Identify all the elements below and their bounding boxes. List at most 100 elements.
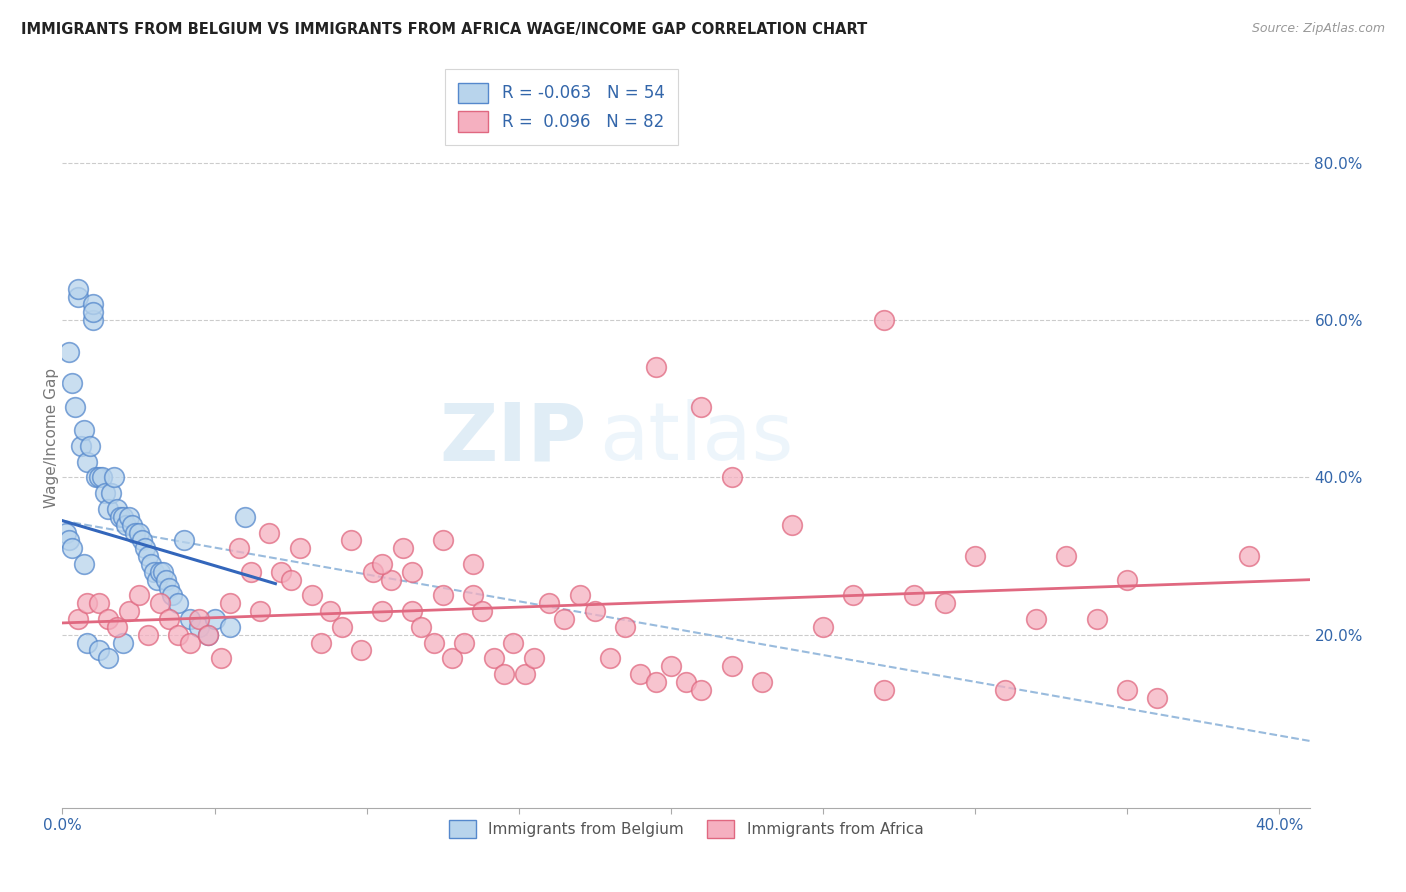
Point <box>782 517 804 532</box>
Point <box>1025 612 1047 626</box>
Point <box>690 682 713 697</box>
Point <box>58 533 80 548</box>
Point <box>91 470 114 484</box>
Point <box>288 541 311 556</box>
Point <box>188 612 211 626</box>
Point <box>69 439 91 453</box>
Point <box>142 565 165 579</box>
Point <box>118 509 141 524</box>
Point <box>128 589 150 603</box>
Point <box>811 620 834 634</box>
Text: atlas: atlas <box>599 399 793 477</box>
Point <box>484 651 506 665</box>
Point <box>280 573 302 587</box>
Point <box>644 674 666 689</box>
Point <box>690 400 713 414</box>
Point <box>628 667 651 681</box>
Point <box>319 604 342 618</box>
Point <box>644 360 666 375</box>
Point <box>523 651 546 665</box>
Point <box>432 589 454 603</box>
Point <box>112 635 135 649</box>
Point <box>538 596 561 610</box>
Y-axis label: Wage/Income Gap: Wage/Income Gap <box>44 368 59 508</box>
Point <box>963 549 986 563</box>
Point <box>124 525 146 540</box>
Point <box>73 557 96 571</box>
Point <box>330 620 353 634</box>
Point <box>82 313 104 327</box>
Point <box>568 589 591 603</box>
Point <box>97 612 120 626</box>
Point <box>204 612 226 626</box>
Point <box>179 612 201 626</box>
Point <box>152 565 174 579</box>
Point <box>136 628 159 642</box>
Point <box>167 596 190 610</box>
Point <box>82 305 104 319</box>
Point <box>134 541 156 556</box>
Point <box>97 651 120 665</box>
Point <box>105 502 128 516</box>
Point <box>55 525 77 540</box>
Point <box>66 289 89 303</box>
Point <box>157 612 180 626</box>
Point <box>115 517 138 532</box>
Point <box>60 541 83 556</box>
Point <box>160 589 183 603</box>
Point <box>259 525 281 540</box>
Point <box>100 486 122 500</box>
Point <box>240 565 263 579</box>
Point <box>380 573 402 587</box>
Point <box>82 297 104 311</box>
Point <box>149 596 172 610</box>
Point <box>842 589 865 603</box>
Point <box>73 423 96 437</box>
Point <box>197 628 219 642</box>
Point <box>218 596 240 610</box>
Point <box>411 620 433 634</box>
Point <box>720 659 742 673</box>
Point <box>128 525 150 540</box>
Point <box>873 682 896 697</box>
Point <box>87 596 110 610</box>
Point <box>502 635 524 649</box>
Point <box>66 612 89 626</box>
Point <box>94 486 117 500</box>
Point <box>1054 549 1077 563</box>
Point <box>309 635 332 649</box>
Point <box>720 470 742 484</box>
Legend: Immigrants from Belgium, Immigrants from Africa: Immigrants from Belgium, Immigrants from… <box>443 814 929 845</box>
Point <box>149 565 172 579</box>
Point <box>1116 573 1139 587</box>
Point <box>1085 612 1108 626</box>
Point <box>270 565 292 579</box>
Point <box>218 620 240 634</box>
Point <box>401 604 423 618</box>
Point <box>139 557 162 571</box>
Point <box>233 509 256 524</box>
Point <box>173 533 195 548</box>
Point <box>583 604 606 618</box>
Point <box>136 549 159 563</box>
Point <box>492 667 515 681</box>
Point <box>60 376 83 390</box>
Point <box>371 557 394 571</box>
Point <box>249 604 271 618</box>
Point <box>361 565 384 579</box>
Point <box>197 628 219 642</box>
Point <box>903 589 925 603</box>
Point <box>118 604 141 618</box>
Point <box>301 589 323 603</box>
Point <box>471 604 494 618</box>
Point <box>76 455 98 469</box>
Point <box>432 533 454 548</box>
Point <box>392 541 415 556</box>
Point <box>422 635 444 649</box>
Point <box>461 589 484 603</box>
Point <box>58 344 80 359</box>
Point <box>371 604 394 618</box>
Point <box>553 612 575 626</box>
Point <box>66 282 89 296</box>
Point <box>87 643 110 657</box>
